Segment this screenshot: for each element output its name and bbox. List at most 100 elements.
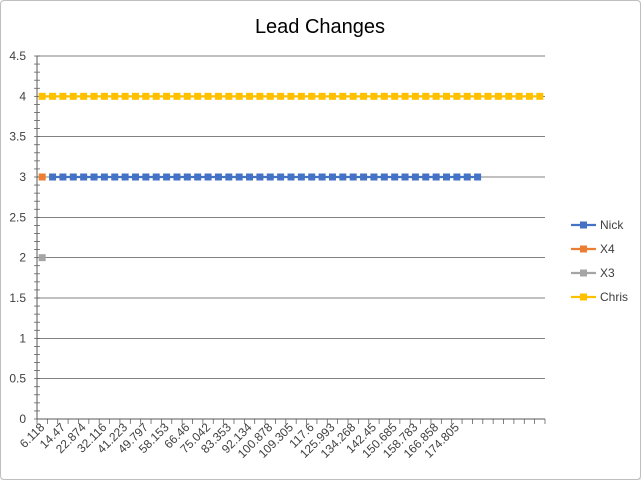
legend-label: Chris [600,290,628,304]
data-point [360,173,368,181]
data-point [111,92,119,100]
legend-swatch-marker [580,221,587,229]
data-point [515,92,523,100]
y-axis: 0 0.5 1 1.5 2 2.5 3 3.5 4 4.5 [9,49,40,426]
legend-item-x3: X3 [571,266,615,280]
data-point [370,92,378,100]
y-tick-label: 4.5 [9,49,26,63]
data-point [391,173,399,181]
data-point [339,173,347,181]
data-point [204,173,212,181]
y-tick-label: 2.5 [9,210,26,224]
legend-swatch-marker [580,269,587,277]
data-point [214,92,222,100]
legend-label: X3 [600,266,615,280]
data-point [100,92,108,100]
data-point [183,173,191,181]
y-tick-label: 3.5 [9,130,26,144]
data-point [411,92,419,100]
data-point [494,92,502,100]
data-point [277,92,285,100]
series-group [38,92,544,262]
legend: Nick X4 X3 Chris [571,218,628,304]
data-point [463,173,471,181]
data-point [443,173,451,181]
data-point [246,173,254,181]
data-point [111,173,119,181]
data-point [38,92,46,100]
data-point [318,92,326,100]
data-point [349,92,357,100]
series-x3 [38,254,46,262]
y-tick-label: 2 [19,251,26,265]
data-point [256,92,264,100]
data-point [297,92,305,100]
legend-label: X4 [600,242,615,256]
legend-item-nick: Nick [571,218,624,232]
data-point [422,92,430,100]
data-point [173,173,181,181]
legend-label: Nick [600,218,624,232]
series-nick [49,173,482,181]
data-point [266,173,274,181]
data-point [505,92,513,100]
data-point [49,92,57,100]
data-point [121,173,129,181]
data-point [318,173,326,181]
data-point [474,173,482,181]
data-point [443,92,451,100]
data-point [121,92,129,100]
data-point [173,92,181,100]
data-point [131,92,139,100]
y-tick-label: 4 [19,89,26,103]
legend-item-x4: X4 [571,242,615,256]
legend-item-chris: Chris [571,290,628,304]
data-point [432,92,440,100]
data-point [246,92,254,100]
data-point [80,173,88,181]
data-point [225,173,233,181]
data-point [69,92,77,100]
data-point [235,92,243,100]
data-point [152,92,160,100]
data-point [339,92,347,100]
data-point [370,173,378,181]
y-tick-label: 3 [19,170,26,184]
data-point [308,173,316,181]
data-point [49,173,57,181]
data-point [214,173,222,181]
data-point [131,173,139,181]
data-point [484,92,492,100]
data-point [453,92,461,100]
data-point [287,173,295,181]
data-point [360,92,368,100]
data-point [380,173,388,181]
data-point [380,92,388,100]
data-point [401,92,409,100]
data-point [266,92,274,100]
data-point [38,173,46,181]
data-point [152,173,160,181]
chart-title: Lead Changes [255,16,385,38]
data-point [142,173,150,181]
data-point [38,254,46,262]
y-tick-label: 1 [19,331,26,345]
data-point [308,92,316,100]
data-point [204,92,212,100]
data-point [100,173,108,181]
data-point [235,173,243,181]
data-point [163,92,171,100]
data-point [69,173,77,181]
data-point [90,92,98,100]
data-point [401,173,409,181]
y-tick-label: 0 [19,412,26,426]
data-point [225,92,233,100]
x-axis: 6.11814.4722.87432.11641.22349.79758.153… [17,418,546,461]
data-point [277,173,285,181]
series-x4 [38,173,46,181]
data-point [142,92,150,100]
data-point [536,92,544,100]
y-tick-label: 0.5 [9,372,26,386]
legend-swatch-marker [580,293,587,301]
